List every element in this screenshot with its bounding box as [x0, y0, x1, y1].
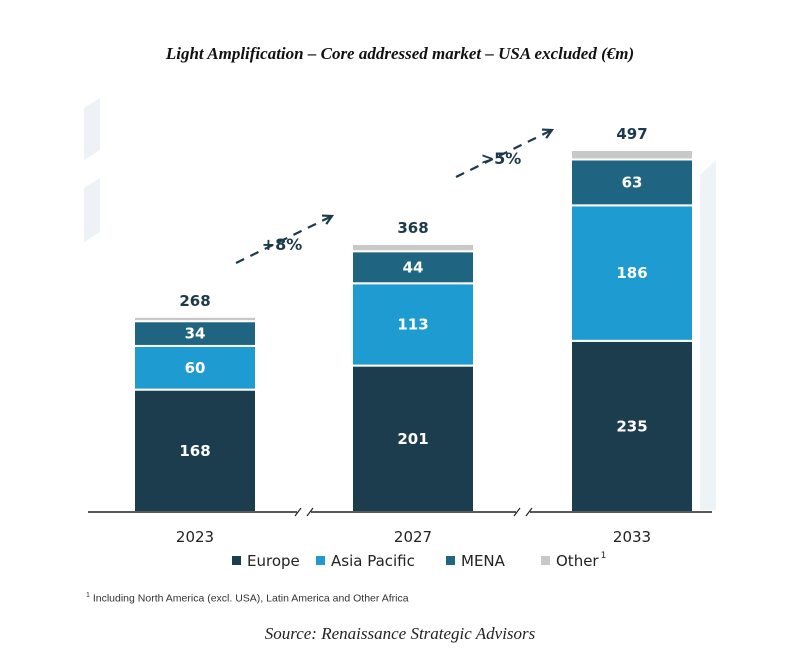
bar-other-2027	[351, 242, 475, 253]
bar-europe-2027	[351, 364, 475, 514]
legend-label-europe: Europe	[247, 552, 300, 570]
legend-label-asia-pacific: Asia Pacific	[331, 552, 415, 570]
value-label-europe-2023: 168	[179, 442, 210, 460]
value-label-europe-2033: 235	[616, 417, 647, 435]
legend: Europe Asia Pacific MENA Other 1	[232, 551, 606, 570]
total-label-2027: 368	[397, 219, 428, 237]
bar-asia-pacific-2033	[570, 204, 694, 342]
legend-swatch-other	[541, 556, 550, 565]
growth-arrows-group: +8% >5%	[235, 128, 555, 264]
growth-arrow-line	[235, 215, 333, 264]
legend-item-other: Other 1	[541, 551, 606, 570]
x-axis: 2023 2027 2033	[88, 507, 712, 546]
growth-label-2027-2033: >5%	[481, 149, 522, 168]
growth-arrow-head	[541, 128, 555, 139]
bar-mena-2027	[351, 250, 475, 285]
growth-label-2023-2027: +8%	[262, 235, 303, 254]
background-decoration	[84, 98, 716, 510]
bar-europe-2033	[570, 339, 694, 514]
growth-arrow-line	[455, 129, 553, 178]
bar-other-2033	[570, 149, 694, 161]
value-label-mena-2033: 63	[622, 173, 643, 191]
axis-break-mark	[513, 507, 533, 517]
legend-item-europe: Europe	[232, 552, 300, 570]
value-label-asia-pacific-2023: 60	[185, 359, 206, 377]
bar-mena-2033	[570, 158, 694, 207]
x-tick-label-2027: 2027	[394, 528, 432, 546]
bar-other-2023	[133, 315, 257, 323]
bars-group	[133, 149, 694, 514]
total-label-2023: 268	[179, 292, 210, 310]
legend-label-mena: MENA	[461, 552, 506, 570]
value-label-europe-2027: 201	[397, 430, 428, 448]
decor-shape	[84, 178, 100, 242]
footnote: 1 Including North America (excl. USA), L…	[86, 592, 409, 605]
decor-shape	[84, 98, 100, 160]
growth-arrow-head	[321, 214, 335, 225]
legend-item-asia-pacific: Asia Pacific	[316, 552, 415, 570]
legend-item-mena: MENA	[446, 552, 506, 570]
source-note: Source: Renaissance Strategic Advisors	[264, 624, 536, 643]
legend-footnote-marker: 1	[601, 551, 607, 561]
value-label-mena-2027: 44	[403, 258, 424, 276]
bar-asia-pacific-2023	[133, 344, 257, 391]
bar-labels-group: 168 60 34 268 201 113 44 368 235 186 63 497	[179, 125, 647, 460]
x-tick-label-2033: 2033	[613, 528, 651, 546]
legend-swatch-asia-pacific	[316, 556, 325, 565]
bar-europe-2023	[133, 388, 257, 513]
chart-title: Light Amplification – Core addressed mar…	[165, 44, 635, 63]
value-label-asia-pacific-2027: 113	[397, 315, 428, 333]
value-label-asia-pacific-2033: 186	[616, 264, 647, 282]
bar-mena-2023	[133, 320, 257, 347]
total-label-2033: 497	[616, 125, 647, 143]
legend-swatch-europe	[232, 556, 241, 565]
x-tick-label-2023: 2023	[176, 528, 214, 546]
legend-label-other: Other	[556, 552, 599, 570]
bar-asia-pacific-2027	[351, 282, 475, 367]
footnote-text: Including North America (excl. USA), Lat…	[92, 592, 409, 605]
footnote-marker: 1	[86, 592, 90, 599]
decor-shape	[700, 160, 716, 510]
legend-swatch-mena	[446, 556, 455, 565]
value-label-mena-2023: 34	[185, 325, 206, 343]
axis-break-mark	[294, 507, 314, 517]
